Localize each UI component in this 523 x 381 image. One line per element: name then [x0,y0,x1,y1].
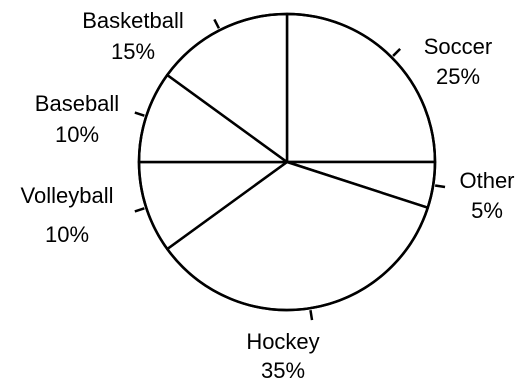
slice-percent-basketball: 15% [111,39,155,64]
pie-outline [137,12,437,312]
label-ticks [134,18,446,321]
label-tick-hockey [309,309,314,321]
pie-slices [137,12,437,312]
slice-percent-baseball: 10% [55,122,99,147]
slice-percent-hockey: 35% [261,358,305,381]
slice-percent-other: 5% [471,198,503,223]
label-tick-soccer [392,47,402,57]
label-tick-volleyball [134,207,145,213]
label-tick-baseball [134,111,145,117]
slice-name-hockey: Hockey [246,329,319,354]
label-tick-other [434,184,446,189]
slice-name-baseball: Baseball [35,91,119,116]
slice-percent-soccer: 25% [436,64,480,89]
slice-name-volleyball: Volleyball [21,183,114,208]
slice-name-soccer: Soccer [424,34,492,59]
slice-name-basketball: Basketball [82,8,184,33]
slice-percent-volleyball: 10% [45,222,89,247]
slice-name-other: Other [459,168,514,193]
pie-slice-soccer [285,12,437,164]
label-tick-basketball [213,18,221,29]
